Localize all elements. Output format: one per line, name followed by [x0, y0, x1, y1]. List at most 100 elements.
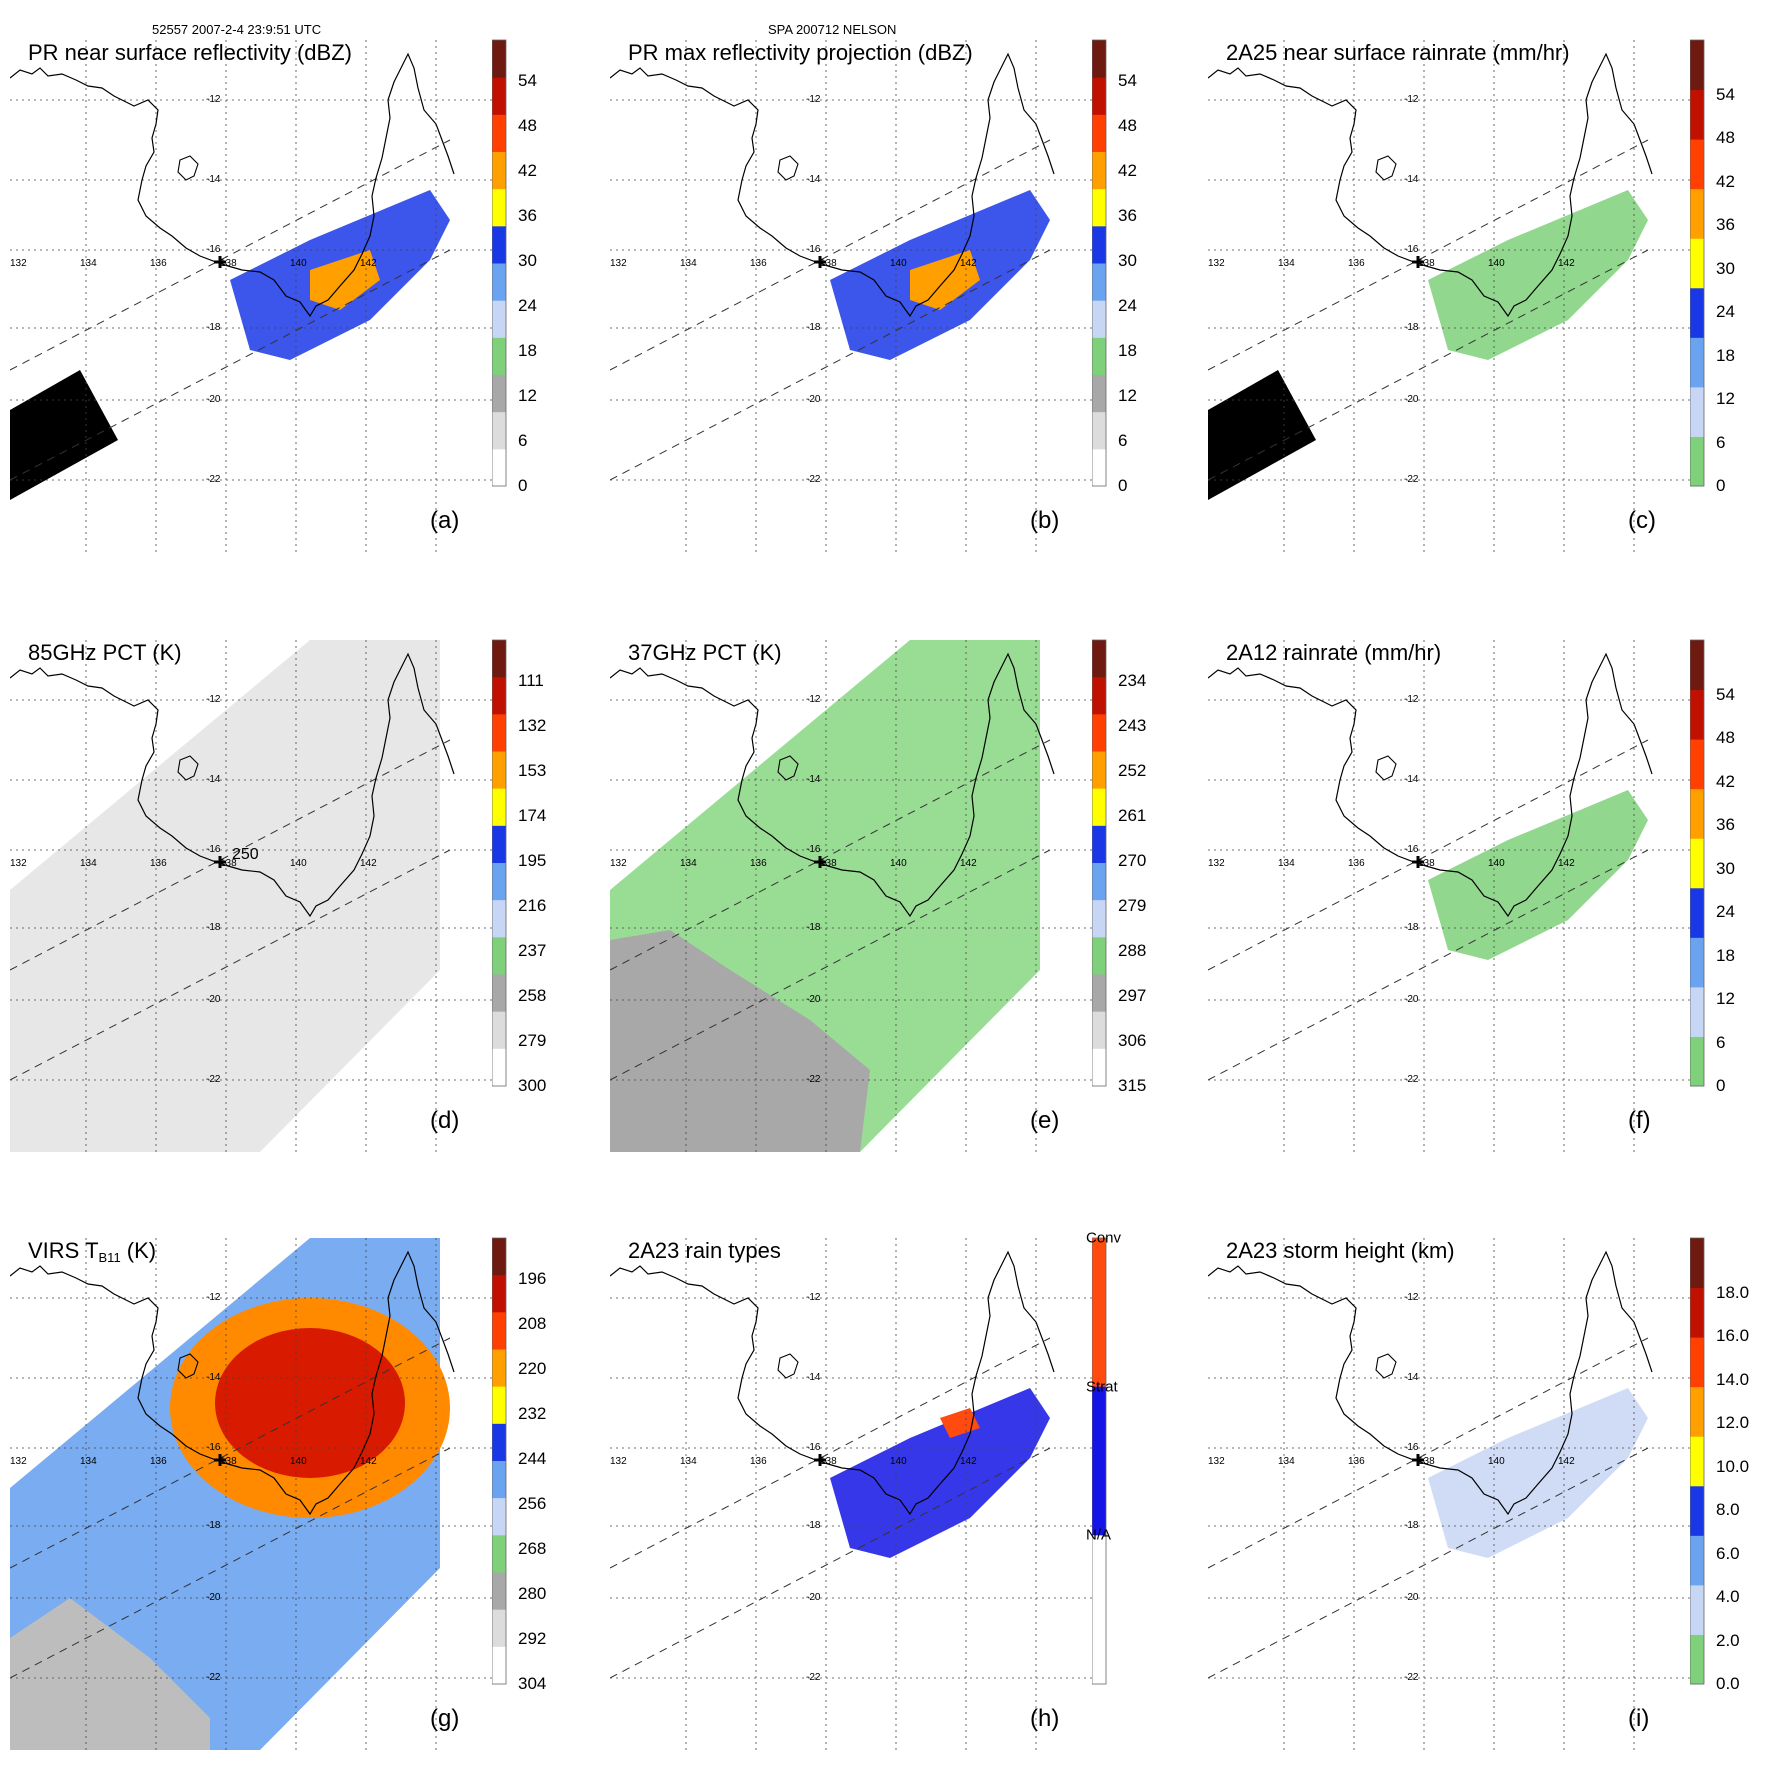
color-bar-segment	[492, 1423, 506, 1462]
color-bar-tick: 261	[1118, 805, 1147, 825]
color-bar-segment	[1092, 751, 1106, 790]
rain-area	[830, 1388, 1050, 1558]
color-bar-segment	[1690, 1485, 1704, 1536]
color-bar-tick: 258	[518, 985, 547, 1005]
swath-edge-north	[10, 139, 451, 371]
color-bar-segment	[1690, 436, 1704, 487]
color-bar-segment	[492, 1646, 506, 1685]
color-bar-segment	[1690, 238, 1704, 289]
map-area: 132 134 136 138 140 142 -12 -14 -16 -18 -20 -22	[10, 40, 494, 552]
rain-area	[1428, 790, 1648, 960]
lon-label: 134	[680, 1456, 697, 1467]
clear-region	[10, 1598, 210, 1750]
color-bar-segment	[1690, 1287, 1704, 1338]
panel-title: 2A25 near surface rainrate (mm/hr)	[1226, 40, 1570, 65]
lat-label: -20	[806, 394, 821, 405]
swath-edge-south	[10, 1447, 451, 1679]
lon-label: 142	[960, 258, 977, 269]
color-bar-tick: N/A	[1086, 1526, 1112, 1544]
lon-label: 136	[1348, 1456, 1365, 1467]
lat-label: -16	[206, 1442, 221, 1453]
swath-edge-south	[1208, 249, 1649, 481]
color-bar-segment	[1092, 1048, 1106, 1087]
panel-title: 2A12 rainrate (mm/hr)	[1226, 640, 1442, 665]
lat-label: -22	[1404, 1672, 1419, 1683]
color-bar-segment	[1092, 225, 1106, 264]
island-outline	[1375, 755, 1397, 781]
no-data-block	[1208, 370, 1316, 500]
lon-label: 138	[1418, 258, 1435, 269]
color-bar-tick: 36	[518, 205, 537, 225]
color-bar-segment	[1690, 1634, 1704, 1685]
color-bar-tick: 315	[1118, 1076, 1147, 1095]
lat-label: -12	[1404, 94, 1419, 105]
panel-title: VIRS TB11 (K)	[28, 1238, 157, 1265]
color-bar-segment	[1092, 640, 1106, 678]
map-area: 132 134 136 138 140 142 -12 -14 -16 -18 -20 -22	[1208, 40, 1692, 552]
lat-label: -16	[806, 244, 821, 255]
color-bar-tick: 288	[1118, 940, 1147, 960]
lon-label: 134	[1278, 258, 1295, 269]
lon-label: 142	[360, 1456, 377, 1467]
island-outline	[177, 1353, 199, 1379]
color-bar-tick: 208	[518, 1313, 547, 1333]
island-outline	[1375, 1353, 1397, 1379]
color-bar-segment	[492, 114, 506, 152]
lon-label: 132	[10, 858, 27, 869]
color-bar: 111 132 153 174 195 216 237 258 279 300	[492, 600, 582, 1150]
color-bar: 18.0 16.0 14.0 12.0 10.0 8.0 6.0 4.0 2.0 0.0	[1690, 1198, 1771, 1748]
lat-label: -14	[806, 1372, 821, 1383]
color-bar-tick: 304	[518, 1674, 547, 1693]
color-bar-segment	[492, 900, 506, 938]
color-bar-segment	[1092, 263, 1106, 301]
color-bar-segment	[492, 77, 506, 115]
color-bar-segment	[1690, 1036, 1704, 1087]
cold-cloud-core	[215, 1328, 405, 1478]
lat-label: -20	[1404, 1592, 1419, 1603]
map-area: 132 134 136 138 140 142 -12 -14 -16 -18 -20 -22	[1208, 640, 1692, 1152]
lat-label: -20	[206, 994, 221, 1005]
lat-label: -20	[1404, 394, 1419, 405]
island-outline	[777, 755, 799, 781]
map-area: 132 134 136 138 140 142 -12 -14 -16 -18 -20 -22	[1208, 1238, 1692, 1750]
color-bar-frame	[492, 39, 507, 487]
color-bar-tick: 244	[518, 1448, 547, 1468]
color-bar-tick: 297	[1118, 985, 1147, 1005]
color-bar-tick: 111	[518, 670, 544, 690]
lat-label: -12	[206, 1292, 221, 1303]
swath-edge-south	[610, 249, 1051, 481]
panel-g: VIRS TB11 (K) 132 134 136 138 140 142 -12 -14 -16…	[0, 1198, 590, 1750]
color-bar-tick: 18	[518, 340, 537, 360]
lat-label: -20	[206, 394, 221, 405]
color-bar-segment	[1690, 287, 1704, 338]
color-bar-segment	[492, 225, 506, 264]
lat-label: -18	[806, 1520, 821, 1531]
color-bar-tick: 36	[1118, 205, 1137, 225]
island-outline	[777, 155, 799, 181]
swath-edge-south	[10, 249, 451, 481]
color-bar-tick: 54	[1716, 684, 1735, 704]
storm-center-marker	[1412, 256, 1424, 268]
coastline	[610, 652, 1055, 918]
panel-letter: (e)	[1030, 1107, 1060, 1134]
lon-label: 142	[1558, 858, 1575, 869]
lat-label: -18	[1404, 1520, 1419, 1531]
lat-label: -16	[1404, 1442, 1419, 1453]
lon-label: 142	[960, 1456, 977, 1467]
lat-label: -22	[1404, 1074, 1419, 1085]
color-bar-tick: 42	[1716, 171, 1735, 191]
panel-title: PR near surface reflectivity (dBZ)	[28, 40, 352, 65]
map-area: 132 134 136 138 140 142 -12 -14 -16 -18 -20 -22	[10, 1238, 494, 1750]
swath-edge-north	[1208, 1337, 1649, 1569]
color-bar-tick: 216	[518, 895, 547, 915]
color-bar-segment	[492, 1498, 506, 1536]
color-bar-tick: 54	[518, 70, 537, 90]
lat-label: -12	[206, 94, 221, 105]
panel-title: 37GHz PCT (K)	[628, 640, 782, 665]
lat-label: -22	[1404, 474, 1419, 485]
color-bar-segment	[492, 751, 506, 790]
color-bar: 234 243 252 261 270 279 288 297 306 315	[1092, 600, 1182, 1150]
swath-edge-north	[10, 1337, 451, 1569]
lat-label: -16	[206, 844, 221, 855]
color-bar-segment	[492, 1275, 506, 1313]
